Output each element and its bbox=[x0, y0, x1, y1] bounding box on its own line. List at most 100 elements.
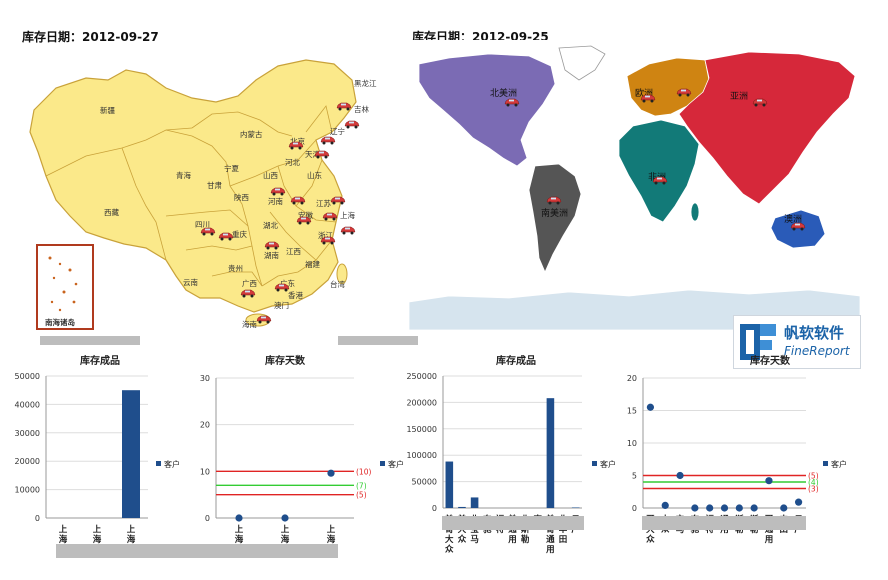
south-china-sea-inset[interactable] bbox=[36, 244, 94, 330]
y-tick-label: 10 bbox=[200, 467, 210, 476]
chart-title: 库存成品 bbox=[80, 354, 120, 367]
legend-label: 客户 bbox=[164, 459, 180, 469]
x-tick-label: 上海 bbox=[235, 524, 244, 545]
logo-english-text: FineReport bbox=[784, 344, 850, 358]
x-tick-label: 上海 bbox=[281, 524, 290, 545]
china-date-title: 库存日期：2012-09-27 bbox=[22, 30, 159, 44]
car-marker-icon[interactable] bbox=[320, 236, 336, 245]
y-tick-label: 15 bbox=[627, 407, 637, 416]
data-point bbox=[780, 504, 788, 512]
reference-line-label: (10) bbox=[356, 467, 371, 476]
chart3-horizontal-scrollbar[interactable] bbox=[442, 516, 584, 530]
madagascar-shape[interactable] bbox=[690, 202, 700, 222]
car-marker-icon[interactable] bbox=[290, 196, 306, 205]
car-marker-icon[interactable] bbox=[270, 187, 286, 196]
car-marker-icon[interactable] bbox=[274, 283, 290, 292]
x-tick-label: 上海 bbox=[93, 524, 102, 545]
car-marker-icon[interactable] bbox=[288, 141, 304, 150]
y-tick-label: 20 bbox=[627, 374, 637, 383]
car-marker-icon[interactable] bbox=[790, 222, 806, 231]
y-tick-label: 30 bbox=[200, 374, 210, 383]
y-tick-label: 10 bbox=[627, 439, 637, 448]
car-marker-icon[interactable] bbox=[256, 315, 272, 324]
car-marker-icon[interactable] bbox=[344, 120, 360, 129]
south-america-shape[interactable] bbox=[528, 163, 582, 273]
bar bbox=[571, 507, 580, 508]
data-point bbox=[765, 477, 773, 485]
data-point bbox=[281, 514, 289, 522]
car-marker-icon[interactable] bbox=[264, 241, 280, 250]
car-marker-icon[interactable] bbox=[640, 94, 656, 103]
y-tick-label: 20000 bbox=[15, 457, 40, 466]
y-tick-label: 200000 bbox=[406, 398, 437, 407]
y-tick-label: 0 bbox=[205, 514, 210, 523]
car-marker-icon[interactable] bbox=[240, 289, 256, 298]
x-tick-label: 上海 bbox=[127, 524, 136, 545]
data-point bbox=[720, 504, 729, 512]
chart4-horizontal-scrollbar[interactable] bbox=[642, 516, 806, 530]
africa-shape[interactable] bbox=[618, 119, 700, 223]
car-marker-icon[interactable] bbox=[546, 196, 562, 205]
y-tick-label: 250000 bbox=[406, 372, 437, 381]
car-marker-icon[interactable] bbox=[218, 232, 234, 241]
y-tick-label: 50000 bbox=[412, 478, 437, 487]
x-tick-label: 上海 bbox=[59, 524, 68, 545]
inset-frame bbox=[36, 244, 94, 330]
legend-label: 客户 bbox=[388, 459, 404, 469]
car-marker-icon[interactable] bbox=[330, 196, 346, 205]
bar bbox=[122, 390, 140, 518]
chart-title: 库存成品 bbox=[496, 354, 536, 367]
logo-chinese-text: 帆软软件 bbox=[784, 324, 845, 342]
car-marker-icon[interactable] bbox=[200, 227, 216, 236]
car-marker-icon[interactable] bbox=[676, 88, 692, 97]
taiwan-shape[interactable] bbox=[336, 263, 348, 285]
y-tick-label: 100000 bbox=[406, 451, 437, 460]
data-point bbox=[706, 504, 714, 512]
china-map[interactable] bbox=[16, 36, 366, 336]
data-point bbox=[235, 514, 243, 522]
bar bbox=[445, 461, 454, 508]
data-point bbox=[691, 504, 699, 512]
reference-line-label: (5) bbox=[808, 472, 819, 481]
inset-islands bbox=[48, 256, 78, 312]
car-marker-icon[interactable] bbox=[752, 98, 768, 107]
world-horizontal-scrollbar[interactable] bbox=[338, 336, 418, 345]
car-marker-icon[interactable] bbox=[322, 212, 338, 221]
y-tick-label: 50000 bbox=[15, 372, 40, 381]
y-tick-label: 150000 bbox=[406, 425, 437, 434]
data-point bbox=[676, 471, 684, 480]
legend-swatch bbox=[156, 461, 161, 466]
car-marker-icon[interactable] bbox=[296, 216, 312, 225]
finereport-logo: 帆软软件 FineReport bbox=[733, 315, 861, 369]
finereport-logo-mark bbox=[740, 324, 776, 360]
car-marker-icon[interactable] bbox=[652, 176, 668, 185]
bar bbox=[470, 497, 479, 508]
car-marker-icon[interactable] bbox=[336, 102, 352, 111]
world-map[interactable] bbox=[409, 40, 860, 330]
data-point bbox=[794, 498, 803, 506]
y-tick-label: 30000 bbox=[15, 429, 40, 438]
asia-shape[interactable] bbox=[678, 51, 856, 205]
car-marker-icon[interactable] bbox=[340, 226, 356, 235]
charts-left-horizontal-scrollbar[interactable] bbox=[56, 544, 338, 558]
reference-line-label: (3) bbox=[808, 485, 819, 494]
reference-line-label: (4) bbox=[808, 478, 819, 487]
car-marker-icon[interactable] bbox=[320, 136, 336, 145]
china-horizontal-scrollbar[interactable] bbox=[40, 336, 140, 345]
car-marker-icon[interactable] bbox=[314, 150, 330, 159]
data-point bbox=[750, 504, 758, 512]
legend-swatch bbox=[823, 461, 828, 466]
legend-label: 客户 bbox=[600, 459, 616, 469]
australia-shape[interactable] bbox=[770, 209, 826, 249]
reference-line-label: (7) bbox=[356, 481, 367, 490]
reference-line-label: (5) bbox=[356, 491, 367, 500]
car-marker-icon[interactable] bbox=[504, 98, 520, 107]
y-tick-label: 40000 bbox=[15, 400, 40, 409]
greenland-shape[interactable] bbox=[558, 45, 606, 81]
china-mainland-shape[interactable] bbox=[29, 59, 357, 313]
data-point bbox=[646, 403, 655, 411]
north-america-shape[interactable] bbox=[418, 53, 556, 167]
charts-area: 库存成品01000020000300004000050000上海上海上海客户库存… bbox=[15, 354, 847, 555]
y-tick-label: 0 bbox=[35, 514, 40, 523]
data-point bbox=[735, 504, 743, 512]
